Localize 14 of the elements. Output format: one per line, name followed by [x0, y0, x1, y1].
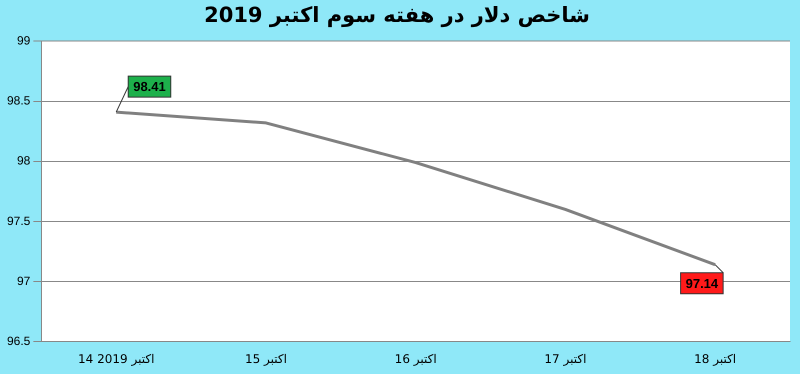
data-label: 97.14 — [686, 276, 719, 291]
y-tick-label: 99 — [16, 34, 31, 48]
x-tick-label: 17 اکتبر — [544, 352, 586, 366]
x-tick-label: 18 اکتبر — [694, 352, 736, 366]
x-tick-label: 15 اکتبر — [244, 352, 287, 366]
x-tick-label: 14 اکتبر 2019 — [78, 352, 154, 366]
y-tick-label: 98 — [16, 154, 31, 168]
chart-title: شاخص دلار در هفته سوم اکتبر 2019 — [204, 3, 590, 28]
data-label: 98.41 — [133, 79, 166, 94]
y-tick-label: 97.5 — [6, 214, 31, 228]
x-tick-label: 16 اکتبر — [394, 352, 437, 366]
y-tick-label: 98.5 — [6, 94, 31, 108]
y-tick-label: 96.5 — [6, 334, 31, 348]
y-tick-label: 97 — [16, 274, 31, 288]
